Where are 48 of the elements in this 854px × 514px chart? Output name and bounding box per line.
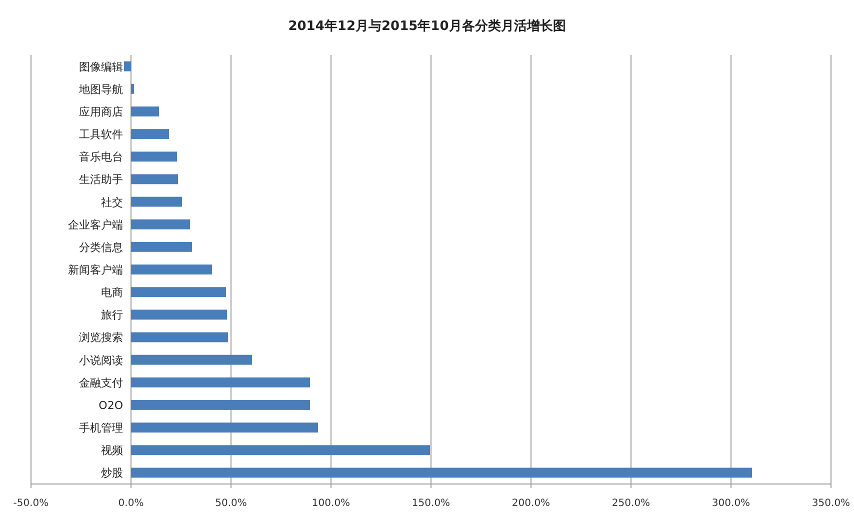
bar [131, 129, 169, 139]
bar [131, 106, 159, 116]
y-tick-label: O2O [98, 398, 124, 412]
bar [131, 468, 752, 478]
bar [131, 242, 192, 252]
bar [131, 332, 228, 342]
x-tick-label: 250.0% [612, 498, 650, 509]
bar [131, 84, 134, 94]
bar [131, 152, 177, 162]
bar [124, 61, 131, 72]
y-tick-label: 小说阅读 [79, 354, 123, 367]
y-tick-label: 应用商店 [79, 105, 123, 118]
y-tick-label: 工具软件 [79, 128, 123, 142]
bar [131, 287, 226, 298]
y-tick-label: 企业客户端 [68, 218, 123, 232]
y-tick-label: 金融支付 [79, 376, 123, 390]
y-tick-label: 生活助手 [79, 173, 123, 186]
bar [131, 174, 178, 184]
y-tick-label: 电商 [101, 286, 123, 300]
bar [131, 264, 212, 274]
x-tick-label: -50.0% [13, 498, 49, 509]
bar [131, 219, 190, 230]
x-tick-label: 350.0% [812, 498, 850, 509]
y-tick-label: 社交 [101, 196, 123, 209]
y-tick-label: 音乐电台 [79, 150, 123, 164]
y-tick-label: 炒股 [101, 466, 123, 480]
bar [131, 422, 318, 433]
y-tick-label: 新闻客户端 [68, 264, 123, 276]
bar [131, 310, 227, 320]
x-tick-label: 200.0% [512, 498, 550, 509]
x-tick-label: 0.0% [118, 498, 144, 509]
bar [131, 377, 310, 388]
y-tick-label: 浏览搜索 [79, 331, 123, 344]
bar [131, 400, 310, 410]
y-tick-label: 分类信息 [79, 240, 123, 254]
x-tick-label: 300.0% [712, 498, 750, 509]
y-tick-label: 地图导航 [78, 82, 123, 96]
chart-title: 2014年12月与2015年10月各分类月活增长图 [288, 19, 566, 34]
y-tick-label: 图像编辑 [79, 60, 123, 74]
y-tick-label: 手机管理 [79, 422, 123, 435]
y-tick-label: 视频 [101, 444, 123, 458]
bar [131, 354, 252, 365]
y-tick-label: 旅行 [101, 308, 123, 322]
x-tick-label: 100.0% [312, 498, 350, 509]
x-tick-label: 150.0% [412, 498, 450, 509]
x-tick-label: 50.0% [215, 498, 247, 509]
bar [131, 196, 182, 207]
bar [131, 445, 430, 456]
